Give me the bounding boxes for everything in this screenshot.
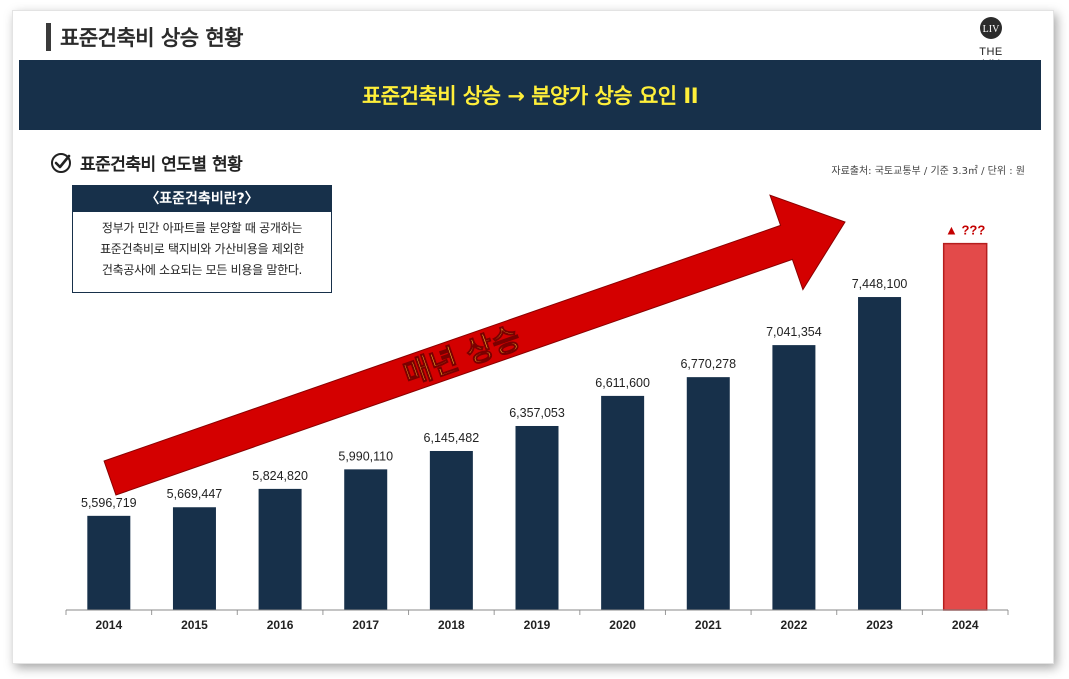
bar xyxy=(772,345,816,610)
title-marker xyxy=(46,23,51,51)
x-tick-label: 2023 xyxy=(866,618,893,632)
section-title: 표준건축비 연도별 현황 xyxy=(80,155,243,175)
bar-value-label: 5,824,820 xyxy=(252,469,308,483)
bar-value-label: 5,990,110 xyxy=(338,449,393,463)
definition-heading: 〈표준건축비란?〉 xyxy=(73,186,331,212)
bar xyxy=(258,488,302,610)
bar xyxy=(686,377,730,610)
bar-highlight xyxy=(942,242,988,611)
page-title: 표준건축비 상승 현황 xyxy=(60,26,244,50)
bar xyxy=(172,507,216,610)
bar xyxy=(858,297,902,610)
source-note: 자료출처: 국토교통부 / 기준 3.3㎡ / 단위 : 원 xyxy=(831,166,1025,177)
bar xyxy=(87,515,131,610)
bar-value-label: 7,041,354 xyxy=(766,325,822,339)
definition-body: 정부가 민간 아파트를 분양할 때 공개하는 표준건축비로 택지비와 가산비용을… xyxy=(73,212,331,281)
x-tick-label: 2022 xyxy=(781,618,808,632)
bar xyxy=(344,469,388,610)
x-tick-label: 2020 xyxy=(609,618,636,632)
definition-line: 정부가 민간 아파트를 분양할 때 공개하는 xyxy=(101,221,303,235)
bar-value-label: 6,770,278 xyxy=(680,357,736,371)
section-heading: 표준건축비 연도별 현황 xyxy=(50,150,243,175)
definition-line: 건축공사에 소요되는 모든 비용을 말한다. xyxy=(101,263,303,277)
definition-line: 표준건축비로 택지비와 가산비용을 제외한 xyxy=(100,242,304,256)
banner-text: 표준건축비 상승 → 분양가 상승 요인 II xyxy=(361,84,699,108)
bar-value-label: 6,357,053 xyxy=(509,406,565,420)
bar xyxy=(515,425,559,610)
x-tick-label: 2021 xyxy=(695,618,722,632)
bar xyxy=(601,395,645,610)
x-tick-label: 2024 xyxy=(952,618,979,632)
bar-value-label: ▲ ??? xyxy=(945,223,985,238)
title-bar: 표준건축비 상승 현황 xyxy=(46,22,244,52)
liv-logo-icon: LIV xyxy=(980,17,1002,39)
bar-value-label: 5,669,447 xyxy=(167,487,223,501)
bar-value-label: 5,596,719 xyxy=(81,496,137,510)
svg-text:LIV: LIV xyxy=(983,24,1000,35)
checkmark-circle-icon xyxy=(51,152,71,173)
x-tick-label: 2019 xyxy=(524,618,551,632)
bar xyxy=(429,450,473,610)
x-tick-label: 2018 xyxy=(438,618,465,632)
bar-value-label: 7,448,100 xyxy=(852,277,908,291)
x-tick-label: 2017 xyxy=(352,618,379,632)
x-tick-label: 2014 xyxy=(95,618,122,632)
x-tick-label: 2015 xyxy=(181,618,208,632)
trend-annotation: 매년 상승 xyxy=(399,320,525,393)
bar-value-label: 6,611,600 xyxy=(595,376,650,390)
definition-box: 〈표준건축비란?〉 정부가 민간 아파트를 분양할 때 공개하는 표준건축비로 … xyxy=(72,185,332,293)
trend-arrow-shape xyxy=(103,194,846,496)
bar-value-label: 6,145,482 xyxy=(424,431,480,445)
x-tick-label: 2016 xyxy=(267,618,294,632)
headline-banner: 표준건축비 상승 → 분양가 상승 요인 II xyxy=(19,60,1041,130)
